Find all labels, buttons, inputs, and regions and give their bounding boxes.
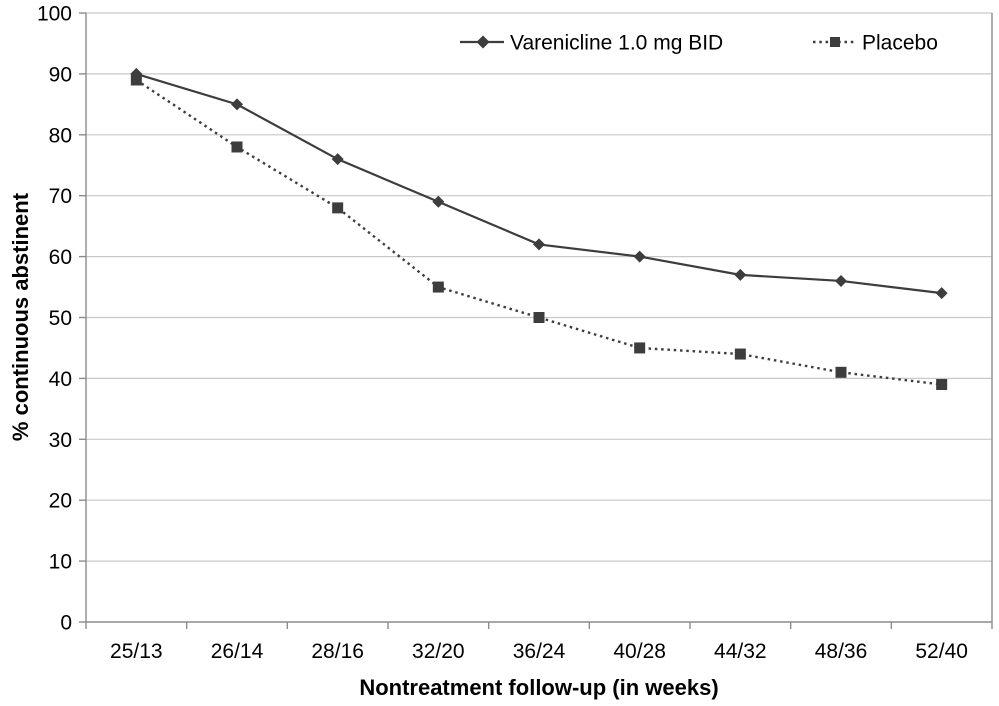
legend-square-icon <box>830 37 840 47</box>
x-tick-label-36-24: 36/24 <box>513 640 566 663</box>
marker-square-placebo-28-16 <box>332 202 344 214</box>
marker-square-placebo-36-24 <box>533 312 545 323</box>
series-line-varenicline-1-0-mg-bid <box>136 72 942 295</box>
marker-diamond-varenicline-1-0-mg-bid-32-20 <box>432 195 445 208</box>
legend-label-varenicline: Varenicline 1.0 mg BID <box>510 32 723 55</box>
y-tick-label-40: 40 <box>49 368 72 391</box>
y-tick-label-80: 80 <box>49 124 72 147</box>
x-tick-label-32-20: 32/20 <box>412 640 465 663</box>
series-line-placebo <box>135 78 942 386</box>
marker-square-placebo-52-40 <box>936 378 948 390</box>
marker-square-placebo-32-20 <box>432 281 444 293</box>
y-tick-label-10: 10 <box>49 551 72 574</box>
marker-diamond-varenicline-1-0-mg-bid-36-24 <box>533 238 545 251</box>
x-tick-label-48-36: 48/36 <box>815 640 868 663</box>
marker-diamond-varenicline-1-0-mg-bid-52-40 <box>935 287 948 300</box>
legend-diamond-icon <box>476 35 490 49</box>
x-tick-label-25-13: 25/13 <box>110 640 163 663</box>
marker-diamond-varenicline-1-0-mg-bid-48-36 <box>835 274 847 287</box>
marker-diamond-varenicline-1-0-mg-bid-26-14 <box>231 98 243 111</box>
x-tick-label-26-14: 26/14 <box>211 640 264 663</box>
y-tick-label-70: 70 <box>49 185 72 208</box>
marker-diamond-varenicline-1-0-mg-bid-25-13 <box>130 67 143 80</box>
marker-square-placebo-48-36 <box>835 366 847 378</box>
y-tick-label-20: 20 <box>49 490 72 513</box>
x-tick-label-40-28: 40/28 <box>613 640 666 663</box>
y-axis-title: % continuous abstinent <box>8 192 33 441</box>
marker-square-placebo-25-13 <box>130 74 142 86</box>
y-tick-label-50: 50 <box>49 307 72 330</box>
y-tick-label-100: 100 <box>37 3 72 26</box>
y-tick-label-0: 0 <box>60 612 72 635</box>
marker-square-placebo-44-32 <box>734 348 746 360</box>
x-axis-title: Nontreatment follow-up (in weeks) <box>359 675 718 700</box>
marker-square-placebo-26-14 <box>231 141 243 153</box>
x-tick-label-52-40: 52/40 <box>915 640 968 663</box>
x-tick-label-44-32: 44/32 <box>714 640 767 663</box>
plot-area: 0 10 20 30 40 50 60 70 80 90 100 25/13 26/14 28/16 32/… <box>37 3 993 663</box>
legend-label-placebo: Placebo <box>862 32 938 55</box>
legend: Varenicline 1.0 mg BID Placebo <box>460 32 938 55</box>
marker-square-placebo-40-28 <box>634 342 646 354</box>
marker-diamond-varenicline-1-0-mg-bid-28-16 <box>331 153 344 166</box>
marker-diamond-varenicline-1-0-mg-bid-44-32 <box>734 268 747 281</box>
y-tick-label-90: 90 <box>49 63 72 86</box>
x-tick-label-28-16: 28/16 <box>311 640 364 663</box>
marker-diamond-varenicline-1-0-mg-bid-40-28 <box>633 250 646 263</box>
y-tick-label-60: 60 <box>49 246 72 269</box>
y-tick-label-30: 30 <box>49 429 72 452</box>
